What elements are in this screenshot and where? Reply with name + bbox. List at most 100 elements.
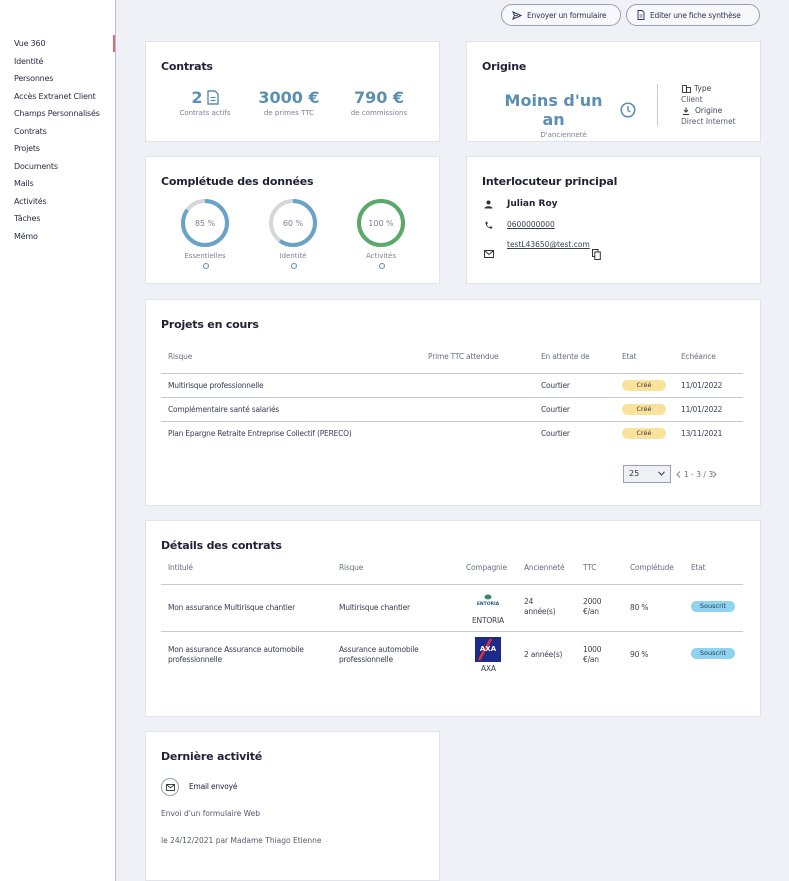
col-header-etat: Etat <box>622 352 637 361</box>
seniority-label: D'ancienneté <box>540 131 587 139</box>
activite-title: Dernière activité <box>161 750 263 763</box>
origin-row: Origine <box>682 106 722 115</box>
axa-logo-text: AXA <box>479 645 497 653</box>
ring-label-identite: Identité <box>279 252 307 260</box>
mail-icon <box>484 250 494 258</box>
cell-anciennete: 24 année(s) <box>524 597 556 616</box>
divider <box>161 584 743 585</box>
details-contrats-card: Détails des contrats Intitulé Risque Com… <box>145 520 761 717</box>
origine-title: Origine <box>482 60 527 73</box>
sidebar-item-mails[interactable]: Mails <box>14 179 34 188</box>
cell-intitule: Mon assurance Multirisque chantier <box>168 603 295 612</box>
info-icon[interactable] <box>379 263 385 269</box>
ring-arc-identite <box>269 199 317 247</box>
person-icon <box>484 200 493 209</box>
col-header-etat: Etat <box>691 563 706 572</box>
info-icon[interactable] <box>203 263 209 269</box>
entoria-logo: ENTORIA <box>471 593 505 607</box>
premium-label: de primes TTC <box>263 109 315 117</box>
axa-mark <box>477 638 493 661</box>
sidebar-item-personnes[interactable]: Personnes <box>14 74 54 83</box>
origin-label: Origine <box>695 106 723 115</box>
ring-arc-essentielles <box>181 199 229 247</box>
cell-completude: 80 % <box>630 603 649 612</box>
ring-label-essentielles: Essentielles <box>184 252 226 260</box>
completion-ring-essentielles: 85 % <box>181 199 229 247</box>
edit-summary-button[interactable]: Editer une fiche synthèse <box>626 4 760 26</box>
contact-name: Julian Roy <box>507 199 558 209</box>
origin-value: Direct Internet <box>681 117 736 126</box>
col-header-completude: Complétude <box>630 563 674 572</box>
document-icon <box>206 90 219 105</box>
col-header-prime: Prime TTC attendue <box>428 352 499 361</box>
commission-label: de commissions <box>350 109 408 117</box>
sidebar-item-activites[interactable]: Activités <box>14 196 47 206</box>
col-header-ttc: TTC <box>583 563 597 572</box>
send-form-button[interactable]: Envoyer un formulaire <box>501 4 621 26</box>
sidebar-item-documents[interactable]: Documents <box>14 161 58 171</box>
status-badge: Créé <box>622 380 666 391</box>
divider <box>161 421 743 422</box>
sidebar: Vue 360 Identité Personnes Accès Extrane… <box>0 0 116 881</box>
cell-risque: Plan Epargne Retraite Entreprise Collect… <box>168 429 352 438</box>
mail-icon <box>165 783 175 791</box>
interlocuteur-card: Interlocuteur principal Julian Roy 06000… <box>466 156 761 284</box>
info-icon[interactable] <box>291 263 297 269</box>
sidebar-item-memo[interactable]: Mémo <box>14 231 38 241</box>
seniority-value: Moins d'un an <box>504 91 603 129</box>
cell-ttc: 2000 €/an <box>583 597 602 616</box>
download-icon <box>683 107 689 115</box>
sidebar-item-projets[interactable]: Projets <box>14 144 40 153</box>
stat-contrats-actifs: 2 Contrats actifs <box>168 88 242 117</box>
active-contracts-label: Contrats actifs <box>179 109 231 117</box>
sidebar-item-identite[interactable]: Identité <box>14 56 44 66</box>
entoria-mark <box>484 594 492 600</box>
col-header-risque: Risque <box>168 352 193 361</box>
pagination-info: 1 - 3 / 3 <box>684 470 714 479</box>
sidebar-item-champs-personnalises[interactable]: Champs Personnalisés <box>14 109 100 118</box>
contrats-title: Contrats <box>161 60 213 73</box>
commission-value: 790 € <box>353 88 405 107</box>
phone-icon <box>485 221 493 229</box>
ring-text-activites: 100 % <box>368 219 394 228</box>
sidebar-item-acces-extranet[interactable]: Accès Extranet Client <box>14 91 96 101</box>
cell-completude: 90 % <box>630 650 649 659</box>
entoria-logo-text: ENTORIA <box>476 602 500 607</box>
copy-icon[interactable] <box>592 249 601 260</box>
projets-card: Projets en cours Risque Prime TTC attend… <box>145 299 761 506</box>
contact-phone-link[interactable]: 0600000000 <box>507 220 555 229</box>
page-size-select[interactable]: 25 <box>623 465 671 483</box>
status-badge: Créé <box>622 428 666 439</box>
building-icon <box>682 84 691 93</box>
completion-ring-activites: 100 % <box>357 199 405 247</box>
status-badge: Souscrit <box>691 601 735 612</box>
cell-compagnie: ENTORIA <box>472 616 504 625</box>
cell-attente: Courtier <box>541 381 570 390</box>
activity-type: Email envoyé <box>189 782 238 791</box>
sidebar-item-taches[interactable]: Tâches <box>14 214 41 223</box>
completude-title: Complétude des données <box>161 175 314 188</box>
status-badge: Créé <box>622 404 666 415</box>
contact-email-link[interactable]: testL43650@test.com <box>507 240 590 249</box>
col-header-echeance: Echéance <box>681 352 716 361</box>
ring-label-activites: Activités <box>366 252 396 260</box>
chevron-right-icon[interactable] <box>712 471 717 478</box>
ring-text-identite: 60 % <box>283 219 304 228</box>
sidebar-item-vue-360[interactable]: Vue 360 <box>0 35 115 53</box>
interlocuteur-title: Interlocuteur principal <box>482 175 618 188</box>
type-value: Client <box>681 95 703 104</box>
active-contracts-value: 2 <box>191 88 203 107</box>
stat-commissions: 790 € de commissions <box>342 88 416 117</box>
completion-ring-identite: 60 % <box>269 199 317 247</box>
divider <box>161 397 743 398</box>
clock-icon <box>620 102 636 118</box>
cell-intitule: Mon assurance Assurance automobile profe… <box>168 645 304 664</box>
stat-anciennete: Moins d'un an D'ancienneté <box>491 91 636 139</box>
col-header-anciennete: Ancienneté <box>524 563 565 572</box>
cell-echeance: 11/01/2022 <box>681 381 723 390</box>
sidebar-item-contrats[interactable]: Contrats <box>14 126 47 136</box>
col-header-attente: En attente de <box>541 352 590 361</box>
chevron-left-icon[interactable] <box>676 471 681 478</box>
cell-anciennete: 2 année(s) <box>524 650 563 659</box>
contrats-card: Contrats 2 Contrats actifs 3000 € de pri… <box>145 41 440 142</box>
